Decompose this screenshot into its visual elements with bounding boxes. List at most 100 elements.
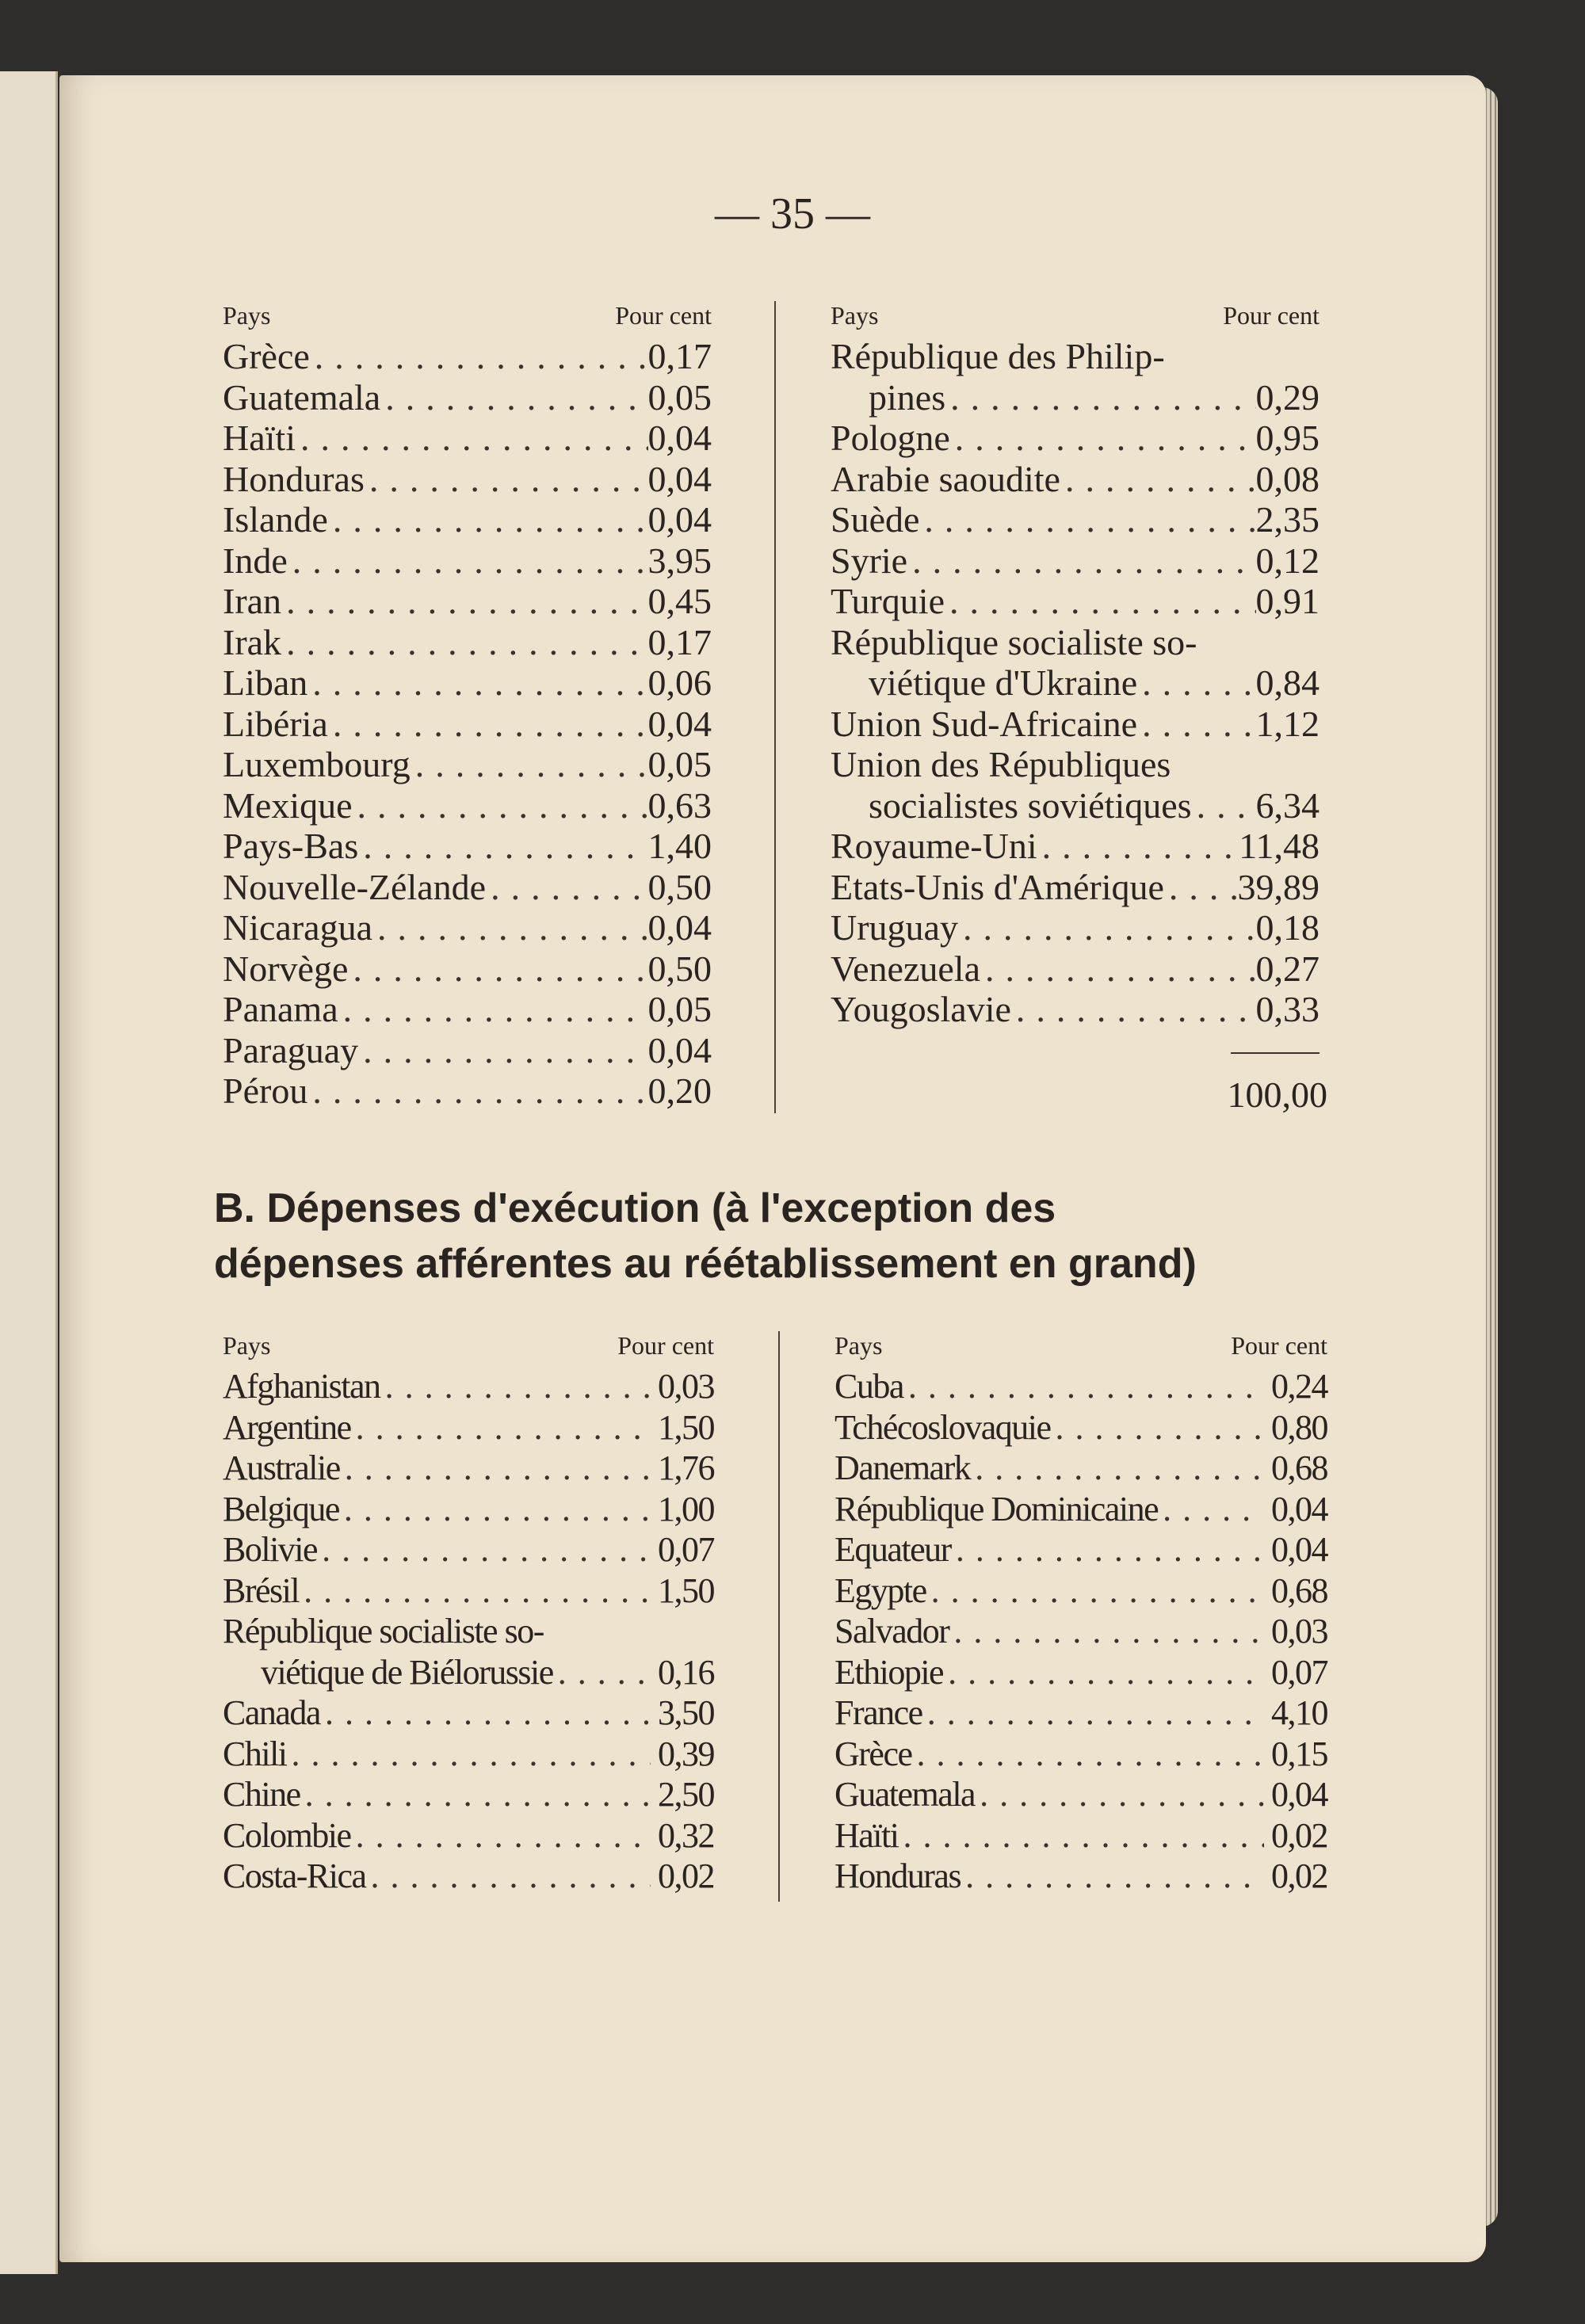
country-name: Costa-Rica	[223, 1857, 367, 1895]
country-name: Paraguay	[223, 1029, 359, 1070]
dot-leader: ........................................	[916, 1734, 1264, 1773]
header-country: Pays	[835, 1331, 883, 1360]
country-name: Syrie	[831, 540, 908, 581]
book-page	[59, 75, 1486, 2262]
percent-value: 1,40	[647, 826, 712, 866]
dot-leader: ........................................	[1168, 866, 1238, 907]
dot-leader: ........................................	[324, 1693, 651, 1732]
dot-leader: ........................................	[975, 1448, 1264, 1487]
dot-leader: ........................................	[291, 1734, 651, 1773]
percent-value: 0,39	[658, 1734, 716, 1773]
table-row: Tchécoslovaquie.........................…	[835, 1407, 1329, 1448]
table-row: Cuba....................................…	[835, 1366, 1329, 1407]
header-percent: Pour cent	[1223, 301, 1320, 330]
country-name: Liban	[223, 662, 308, 703]
table-row: Bolivie.................................…	[223, 1529, 716, 1570]
percent-value: 0,12	[1255, 540, 1320, 581]
country-name: Guatemala	[223, 376, 381, 418]
country-name: Pérou	[223, 1070, 308, 1111]
table-row: Danemark................................…	[835, 1448, 1329, 1489]
dot-leader: ........................................	[332, 703, 648, 744]
percent-value: 1,76	[658, 1448, 716, 1487]
country-name: Inde	[223, 540, 288, 581]
dot-leader: ........................................	[332, 499, 648, 540]
percent-value: 1,50	[658, 1570, 716, 1610]
table-row: Guatemala...............................…	[835, 1774, 1329, 1815]
percent-value: 6,34	[1255, 784, 1320, 826]
table-row: Panama..................................…	[223, 989, 712, 1030]
percent-value: 2,35	[1255, 499, 1320, 540]
header-country: Pays	[831, 301, 879, 330]
country-name: Venezuela	[831, 948, 980, 989]
country-list: République des Philip-pines.............…	[831, 336, 1320, 1030]
table-header: Pays Pour cent	[223, 1325, 714, 1366]
table-row: Pologne.................................…	[831, 418, 1320, 459]
percent-value: 0,05	[647, 744, 712, 784]
table-header: Pays Pour cent	[835, 1325, 1327, 1366]
country-name: Norvège	[223, 948, 349, 989]
percent-value: 0,06	[647, 662, 712, 703]
table-row: Costa-Rica..............................…	[223, 1856, 716, 1897]
country-name: Union des Républiques	[831, 744, 1171, 784]
country-list: Grèce...................................…	[223, 336, 712, 1112]
table-row: République des Philip-	[831, 336, 1320, 377]
dot-leader: ........................................	[953, 1612, 1264, 1650]
dot-leader: ........................................	[1142, 662, 1255, 703]
country-name: Pologne	[831, 418, 950, 458]
table-row: Honduras................................…	[835, 1856, 1329, 1897]
dot-leader: ........................................	[950, 376, 1255, 418]
percent-value: 0,68	[1271, 1448, 1329, 1487]
percent-value: 0,18	[1255, 907, 1320, 948]
table-row: Canada..................................…	[223, 1692, 716, 1734]
table-row: Colombie................................…	[223, 1815, 716, 1857]
table-row: Pays-Bas................................…	[223, 826, 712, 867]
percent-value: 0,45	[647, 581, 712, 621]
country-name: Grèce	[223, 336, 310, 376]
country-name: Yougoslavie	[831, 989, 1011, 1029]
percent-value: 0,95	[1255, 418, 1320, 458]
country-name: Honduras	[835, 1857, 962, 1895]
table-row: Haïti...................................…	[835, 1815, 1329, 1857]
total-value: 100,00	[1227, 1074, 1328, 1115]
dot-leader: ........................................	[912, 540, 1256, 581]
dot-leader: ........................................	[954, 418, 1256, 458]
percent-value: 0,04	[647, 499, 712, 540]
country-name: République des Philip-	[831, 336, 1165, 376]
country-name: Etats-Unis d'Amérique	[831, 866, 1164, 907]
table-header: Pays Pour cent	[223, 295, 712, 336]
dot-leader: ........................................	[300, 418, 648, 458]
table-row: Egypte..................................…	[835, 1570, 1329, 1612]
percent-value: 0,07	[1271, 1652, 1329, 1692]
dot-leader: ........................................	[322, 1530, 651, 1569]
dot-leader: ........................................	[955, 1530, 1264, 1569]
dot-leader: ........................................	[286, 581, 647, 621]
dot-leader: ........................................	[907, 1367, 1264, 1406]
table-row: France..................................…	[835, 1692, 1329, 1734]
percent-value: 0,04	[647, 418, 712, 458]
dot-leader: ........................................	[965, 1857, 1264, 1895]
percent-value: 0,04	[647, 458, 712, 499]
table-row: Etats-Unis d'Amérique...................…	[831, 867, 1320, 908]
percent-value: 0,29	[1255, 376, 1320, 418]
country-name: Islande	[223, 499, 328, 540]
table-row: Liban...................................…	[223, 662, 712, 704]
section-b-heading: B. Dépenses d'exécution (à l'exception d…	[214, 1181, 1355, 1292]
percent-value: 0,05	[647, 376, 712, 418]
dot-leader: ........................................	[312, 662, 647, 703]
dot-leader: ........................................	[370, 1857, 651, 1895]
dot-leader: ........................................	[1055, 1407, 1264, 1447]
country-name: Ethiopie	[835, 1652, 945, 1692]
dot-leader: ........................................	[312, 1070, 647, 1111]
country-name: Brésil	[223, 1570, 300, 1610]
dot-leader: ........................................	[357, 784, 648, 826]
dot-leader: ........................................	[355, 1815, 651, 1855]
country-name: France	[835, 1693, 923, 1732]
table-row: Nicaragua...............................…	[223, 907, 712, 948]
country-name: Danemark	[835, 1448, 972, 1487]
percent-value: 3,50	[658, 1693, 716, 1732]
dot-leader: ........................................	[369, 458, 648, 499]
dot-leader: ........................................	[363, 826, 647, 866]
country-name: Uruguay	[831, 907, 958, 948]
country-name: Iran	[223, 581, 282, 621]
country-name: Argentine	[223, 1407, 352, 1447]
